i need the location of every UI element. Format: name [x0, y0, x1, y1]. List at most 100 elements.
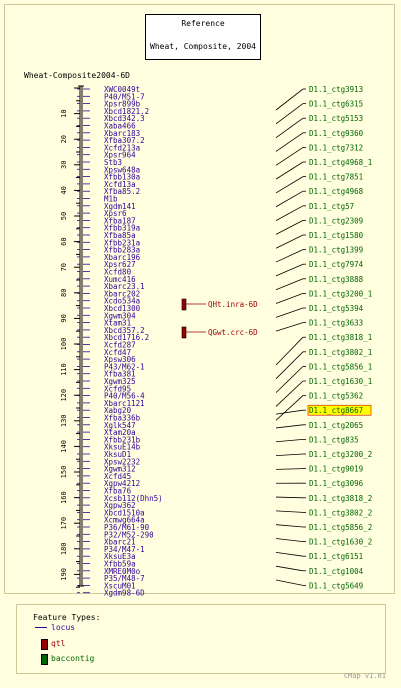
contig-label[interactable]: D1.1_ctg3802_2 [309, 508, 372, 517]
locus-label[interactable]: XksuE14b [104, 443, 141, 452]
contig-label[interactable]: D1.1_ctg3200_1 [309, 289, 372, 298]
locus-label[interactable]: Xaba466 [104, 122, 136, 131]
qtl-label[interactable]: QGwt.crc-6D [208, 328, 258, 337]
locus-label[interactable]: XksuD1 [104, 450, 131, 459]
qtl-bar[interactable] [181, 298, 187, 311]
locus-label[interactable]: Xfbb130a [104, 173, 140, 182]
contig-label[interactable]: D1.1_ctg1630_1 [309, 377, 372, 386]
locus-label[interactable]: P36/M61-90 [104, 523, 150, 532]
locus-label[interactable]: P40/M51-7 [104, 92, 145, 101]
locus-label[interactable]: P40/M56-4 [104, 392, 145, 401]
contig-label[interactable]: D1.1_ctg3633 [309, 319, 363, 328]
map-name[interactable]: Wheat-Composite2004-6D [24, 71, 130, 80]
locus-label[interactable]: Xbcd357.2 [104, 326, 145, 335]
locus-label[interactable]: Xpsw648a [104, 165, 140, 174]
locus-label[interactable]: Xfbb231a [104, 238, 140, 247]
locus-label[interactable]: Xgdm98-6D [104, 589, 145, 598]
contig-label[interactable]: D1.1_ctg5153 [309, 114, 363, 123]
contig-label[interactable]: D1.1_ctg1004 [309, 567, 364, 576]
locus-label[interactable]: Xfba187 [104, 216, 136, 225]
contig-label[interactable]: D1.1_ctg2065 [309, 421, 363, 430]
locus-label[interactable]: Xfba307.2 [104, 136, 145, 145]
locus-label[interactable]: Xbarc202 [104, 289, 140, 298]
contig-label[interactable]: D1.1_ctg9360 [309, 129, 364, 138]
qtl-bar[interactable] [181, 326, 187, 339]
locus-label[interactable]: Xpsr964 [104, 151, 136, 160]
contig-label[interactable]: D1.1_ctg2309 [309, 216, 363, 225]
locus-label[interactable]: Xcfd213a [104, 143, 140, 152]
locus-label[interactable]: Xtam20a [104, 428, 136, 437]
locus-label[interactable]: Xbcd1300 [104, 304, 141, 313]
contig-label[interactable]: D1.1_ctg7851 [309, 173, 363, 182]
locus-label[interactable]: Xgpw4212 [104, 479, 140, 488]
locus-label[interactable]: Xfbb283a [104, 246, 140, 255]
locus-label[interactable]: Xfba76 [104, 487, 132, 496]
locus-label[interactable]: Xgpw362 [104, 501, 136, 510]
locus-label[interactable]: Xglk547 [104, 421, 136, 430]
contig-label-highlighted[interactable]: D1.1_ctg8667 [309, 406, 363, 415]
contig-label[interactable]: D1.1_ctg1580 [309, 231, 364, 240]
contig-label[interactable]: D1.1_ctg3802_1 [309, 348, 372, 357]
locus-label[interactable]: Xfba336b [104, 414, 141, 423]
contig-label[interactable]: D1.1_ctg3096 [309, 479, 364, 488]
locus-label[interactable]: Xpsr6 [104, 209, 127, 218]
qtl-label[interactable]: QHt.inra-6D [208, 300, 258, 309]
contig-label[interactable]: D1.1_ctg5649 [309, 581, 363, 590]
locus-label[interactable]: Xfbb231b [104, 435, 141, 444]
locus-label[interactable]: Xpsr627 [104, 260, 136, 269]
locus-label[interactable]: Xgwm312 [104, 465, 136, 474]
locus-label[interactable]: Xcfd13a [104, 180, 136, 189]
locus-label[interactable]: XWC0049t [104, 85, 140, 94]
locus-label[interactable]: Xcmwg664a [104, 516, 145, 525]
contig-label[interactable]: D1.1_ctg4968 [309, 187, 364, 196]
locus-label[interactable]: Xbarc196 [104, 253, 141, 262]
locus-label[interactable]: Stb3 [104, 158, 122, 167]
contig-label[interactable]: D1.1_ctg9019 [309, 465, 363, 474]
locus-label[interactable]: Xbarc183 [104, 129, 140, 138]
locus-label[interactable]: Xcfd80 [104, 268, 132, 277]
locus-label[interactable]: Xbcd1510a [104, 508, 145, 517]
locus-label[interactable]: Xfba85.2 [104, 187, 140, 196]
contig-label[interactable]: D1.1_ctg3818_1 [309, 333, 372, 342]
locus-label[interactable]: Xcfd287 [104, 341, 136, 350]
contig-label[interactable]: D1.1_ctg3200_2 [309, 450, 372, 459]
locus-label[interactable]: Xcfd95 [104, 384, 131, 393]
locus-label[interactable]: Xcfd45 [104, 472, 131, 481]
locus-label[interactable]: Xbcd1821.2 [104, 107, 149, 116]
locus-label[interactable]: P35/M48-7 [104, 574, 145, 583]
locus-label[interactable]: XscuM01 [104, 581, 136, 590]
locus-label[interactable]: Xumc416 [104, 275, 136, 284]
locus-label[interactable]: Xcfd47 [104, 348, 131, 357]
contig-label[interactable]: D1.1_ctg1399 [309, 246, 363, 255]
locus-label[interactable]: Xbarc23.1 [104, 282, 145, 291]
locus-label[interactable]: Xbcd1716.2 [104, 333, 149, 342]
locus-label[interactable]: Xbarc21 [104, 538, 136, 547]
locus-label[interactable]: XMRE0M0o [104, 567, 141, 576]
contig-label[interactable]: D1.1_ctg5362 [309, 392, 363, 401]
contig-label[interactable]: D1.1_ctg3913 [309, 85, 363, 94]
contig-label[interactable]: D1.1_ctg5856_1 [309, 362, 372, 371]
contig-label[interactable]: D1.1_ctg5394 [309, 304, 364, 313]
locus-label[interactable]: P43/M62-1 [104, 362, 145, 371]
contig-label[interactable]: D1.1_ctg835 [309, 435, 359, 444]
contig-label[interactable]: D1.1_ctg57 [309, 202, 354, 211]
locus-label[interactable]: P34/M47-1 [104, 545, 145, 554]
locus-label[interactable]: Xfbb319a [104, 224, 140, 233]
locus-label[interactable]: Xcdo534a [104, 297, 140, 306]
contig-label[interactable]: D1.1_ctg3818_2 [309, 494, 372, 503]
contig-label[interactable]: D1.1_ctg5856_2 [309, 523, 372, 532]
locus-label[interactable]: Xcsb112(Dhn5) [104, 494, 163, 503]
contig-label[interactable]: D1.1_ctg7974 [309, 260, 364, 269]
locus-label[interactable]: Xfba381 [104, 370, 136, 379]
locus-label[interactable]: Xabg20 [104, 406, 132, 415]
locus-label[interactable]: Xpsw306 [104, 355, 136, 364]
locus-label[interactable]: Xfba85a [104, 231, 136, 240]
contig-label[interactable]: D1.1_ctg3888 [309, 275, 364, 284]
locus-label[interactable]: Xbcd342.3 [104, 114, 145, 123]
contig-label[interactable]: D1.1_ctg7312 [309, 143, 363, 152]
contig-label[interactable]: D1.1_ctg6315 [309, 100, 363, 109]
locus-label[interactable]: P32/M52-290 [104, 530, 154, 539]
locus-label[interactable]: Xpsw2232 [104, 457, 140, 466]
locus-label[interactable]: Xpsr899b [104, 100, 141, 109]
locus-label[interactable]: Xgwm304 [104, 311, 136, 320]
